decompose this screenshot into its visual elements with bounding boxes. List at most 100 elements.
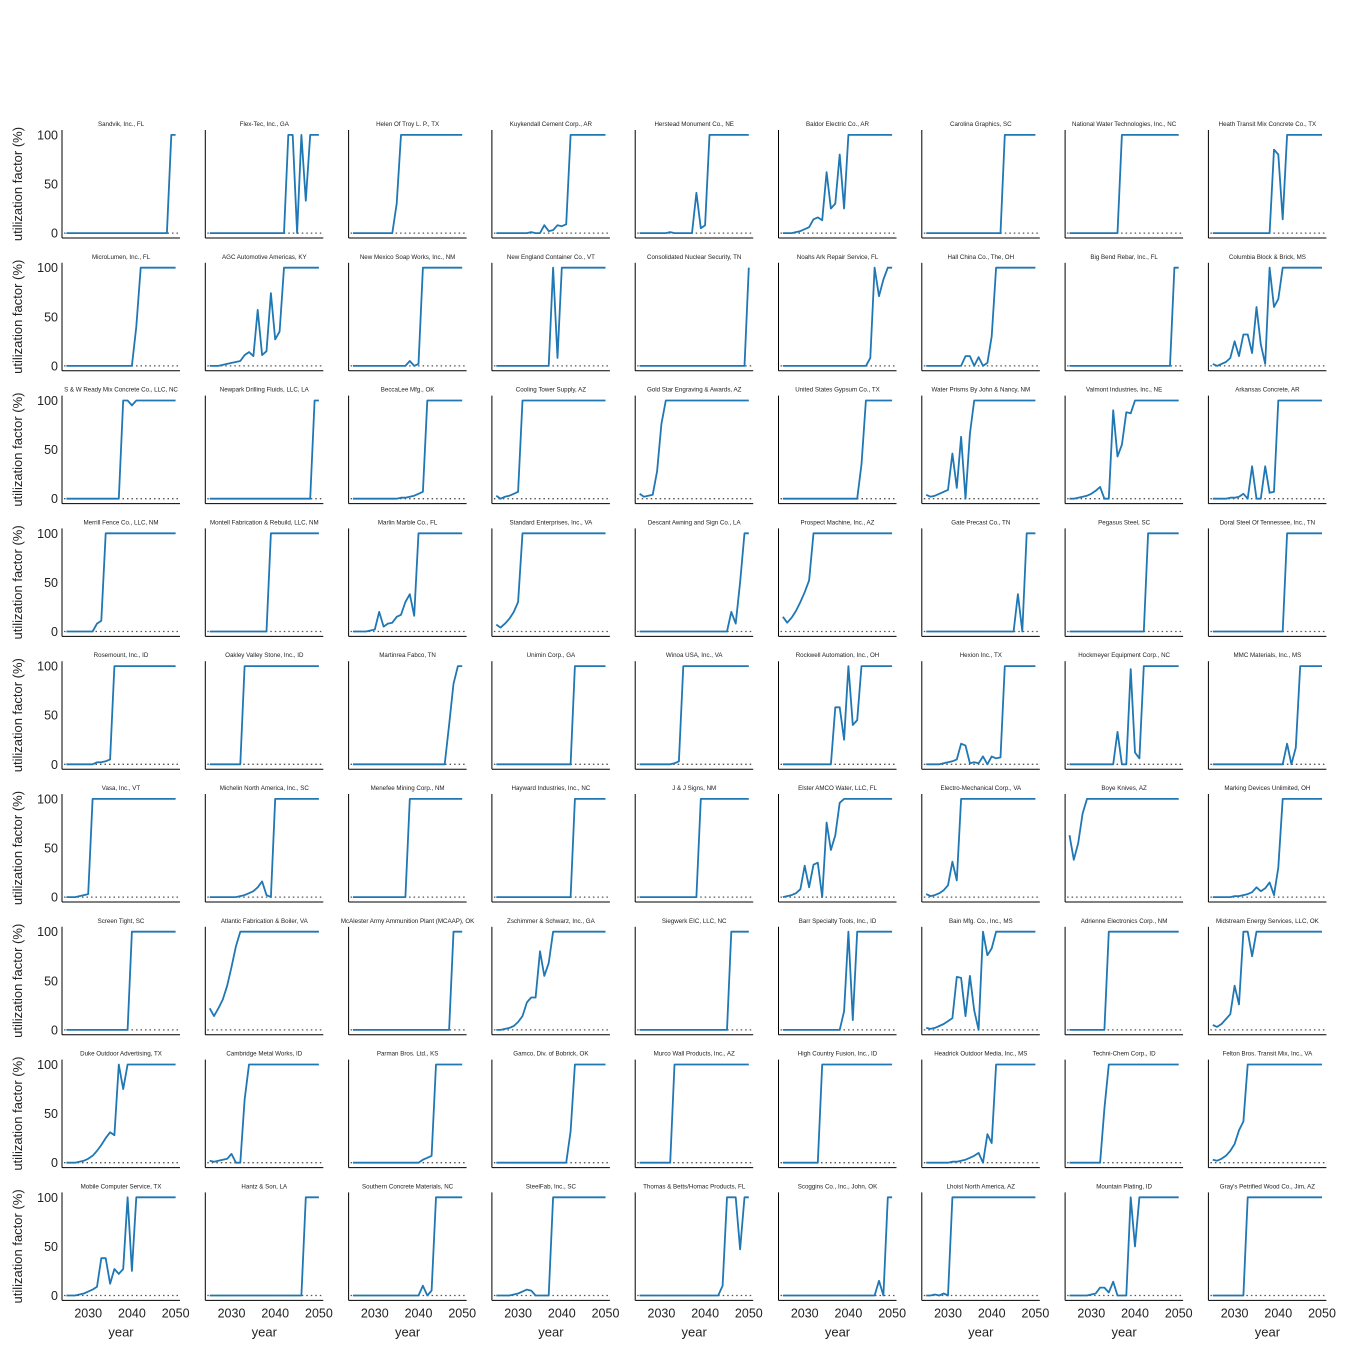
subplot-title: Techni-Chem Corp., ID <box>1093 1051 1156 1058</box>
series-line <box>496 665 606 766</box>
x-tick-label: 2040 <box>835 1306 863 1320</box>
x-tick-label: 2040 <box>1121 1306 1149 1320</box>
subplot-title: Baldor Electric Co., AR <box>806 121 869 128</box>
series-line <box>1212 399 1322 500</box>
subplot: AGC Automotive Americas, KY <box>204 254 324 372</box>
subplot: Headrick Outdoor Media, Inc., MS <box>921 1051 1040 1169</box>
subplot: Unimin Corp., GA <box>491 652 610 770</box>
subplot: Lhoist North America, AZ 2030 2040 2050 year <box>921 1183 1049 1339</box>
subplot-title: Rosemount, Inc., ID <box>94 652 149 659</box>
series-line <box>1212 798 1322 898</box>
subplot-title: Adrienne Electronics Corp., NM <box>1081 918 1168 925</box>
subplot-title: Gold Star Engraving & Awards, AZ <box>647 387 742 394</box>
subplot: Prospect Machine, Inc., AZ <box>778 519 897 637</box>
series-line <box>353 798 463 898</box>
subplot-title: Sandvik, Inc., FL <box>98 121 145 128</box>
series-line <box>782 266 893 367</box>
subplot-title: Cooling Tower Supply, AZ <box>516 387 586 394</box>
y-tick-label: 50 <box>44 842 58 856</box>
x-axis-label: year <box>395 1324 421 1339</box>
y-tick-label: 50 <box>44 1240 58 1254</box>
subplot: Southern Concrete Materials, NC 2030 2040 2… <box>348 1183 476 1339</box>
subplot-title: Mountain Plating, ID <box>1096 1183 1152 1190</box>
series-line <box>66 665 176 766</box>
y-tick-label: 100 <box>37 792 58 806</box>
subplot: New England Container Co., VT <box>491 254 610 372</box>
series-line <box>209 1196 319 1297</box>
y-tick-label: 50 <box>44 576 58 590</box>
x-tick-label: 2030 <box>648 1306 676 1320</box>
subplot-title: Rockwell Automation, Inc., OH <box>796 652 880 659</box>
subplot-title: Heath Transit Mix Concrete Co., TX <box>1219 121 1317 128</box>
subplot-title: Lhoist North America, AZ <box>947 1183 1016 1190</box>
subplot: Hexion Inc., TX <box>921 652 1040 770</box>
x-tick-label: 2040 <box>548 1306 576 1320</box>
series-line <box>639 1196 749 1297</box>
x-tick-label: 2040 <box>261 1306 289 1320</box>
subplot-title: Merrill Fence Co., LLC, NM <box>84 519 159 526</box>
series-line <box>1068 798 1179 861</box>
series-line <box>66 1063 176 1164</box>
series-line <box>66 1196 176 1297</box>
series-line <box>209 532 319 633</box>
subplot-title: Thomas & Betts/Homac Products, FL <box>643 1183 746 1190</box>
series-line <box>1069 665 1179 766</box>
y-tick-label: 100 <box>37 527 58 541</box>
series-line <box>925 399 1036 500</box>
subplot: Baldor Electric Co., AR <box>778 121 897 239</box>
series-line <box>1212 665 1322 766</box>
subplot: Water Prisms By John & Nancy, NM <box>921 387 1040 505</box>
subplot: Mobile Computer Service, TX 0 50 100 utiliza… <box>10 1183 190 1339</box>
subplot: SteelFab, Inc., SC 2030 2040 2050 year <box>491 1183 619 1339</box>
subplot-title: Prospect Machine, Inc., AZ <box>801 519 875 526</box>
y-tick-label: 0 <box>51 1156 58 1170</box>
series-line <box>1069 133 1179 235</box>
series-line <box>353 532 463 633</box>
subplot: High Country Fusion, Inc., ID <box>778 1051 897 1169</box>
x-tick-label: 2030 <box>791 1306 819 1320</box>
subplot-title: Helen Of Troy L. P., TX <box>376 121 439 128</box>
series-line <box>1069 266 1179 367</box>
subplot: Electro-Mechanical Corp., VA <box>921 785 1040 903</box>
subplot: Thomas & Betts/Homac Products, FL 2030 204… <box>634 1183 763 1339</box>
series-line <box>66 133 176 235</box>
subplot: Noahs Ark Repair Service, FL <box>778 254 897 372</box>
y-tick-label: 50 <box>44 1107 58 1121</box>
series-line <box>1212 532 1322 633</box>
series-line <box>925 798 1036 897</box>
subplot-title: SteelFab, Inc., SC <box>526 1183 577 1190</box>
subplot-title: MMC Materials, Inc., MS <box>1234 652 1302 659</box>
subplot: Screen Tight, SC 0 50 100 utilization factor… <box>10 918 180 1038</box>
subplot: Columbia Block & Brick, MS <box>1207 254 1327 372</box>
y-tick-label: 50 <box>44 974 58 988</box>
subplot: Adrienne Electronics Corp., NM <box>1064 918 1184 1036</box>
subplot: MMC Materials, Inc., MS <box>1207 652 1327 770</box>
subplot-title: Atlantic Fabrication & Boiler, VA <box>221 918 309 925</box>
subplot-title: Bain Mfg. Co., Inc., MS <box>949 918 1013 925</box>
subplot: Mountain Plating, ID 2030 2040 2050 year <box>1064 1183 1193 1339</box>
subplot: New Mexico Soap Works, Inc., NM <box>348 254 467 372</box>
y-tick-label: 50 <box>44 709 58 723</box>
subplot: Gate Precast Co., TN <box>921 519 1040 637</box>
series-line <box>782 399 893 500</box>
subplot: Scoggins Co., Inc., John, OK 2030 2040 2050… <box>778 1183 906 1339</box>
subplot-title: Columbia Block & Brick, MS <box>1229 254 1306 261</box>
subplot: Siegwerk EIC, LLC, NC <box>634 918 754 1036</box>
series-line <box>209 266 319 367</box>
series-line <box>66 399 176 500</box>
series-line <box>209 133 319 235</box>
series-line <box>66 532 176 633</box>
y-tick-label: 0 <box>51 359 58 373</box>
subplot-title: Gamco, Div. of Bobrick, OK <box>513 1051 589 1058</box>
subplot: Rosemount, Inc., ID 0 50 100 utilization fac… <box>10 652 180 772</box>
series-line <box>495 532 606 629</box>
subplot: MicroLumen, Inc., FL 0 50 100 utilization fa… <box>10 254 180 374</box>
subplot: Standard Enterprises, Inc., VA <box>491 519 610 637</box>
subplot-title: Zschimmer & Schwarz, Inc., GA <box>507 918 596 925</box>
series-line <box>1069 532 1179 633</box>
y-tick-label: 0 <box>51 891 58 905</box>
series-line <box>353 1196 463 1297</box>
series-line <box>1212 266 1322 367</box>
subplot: National Water Technologies, Inc., NC <box>1064 121 1184 239</box>
